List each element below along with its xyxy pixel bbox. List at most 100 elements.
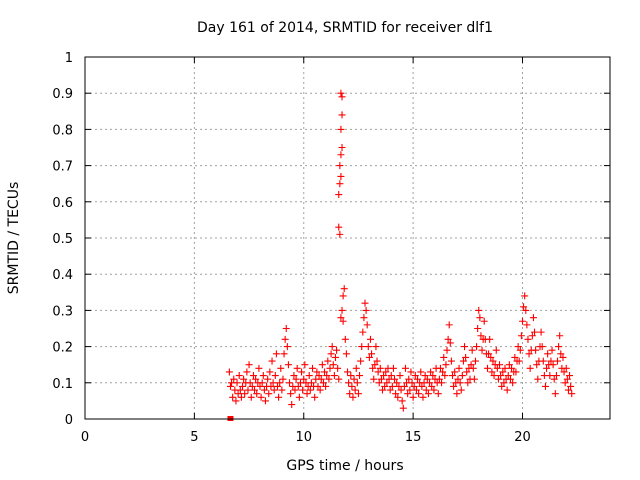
- data-point: [338, 144, 346, 151]
- data-point: [323, 372, 331, 380]
- data-point: [377, 375, 385, 383]
- data-point: [236, 386, 244, 394]
- data-point: [394, 393, 402, 401]
- data-point: [360, 314, 368, 322]
- data-point: [400, 382, 408, 390]
- data-point: [365, 353, 373, 361]
- x-tick-label: 0: [81, 430, 89, 445]
- data-point: [489, 357, 497, 365]
- data-point: [379, 386, 386, 394]
- data-point: [257, 393, 265, 401]
- data-point: [410, 382, 418, 390]
- data-point: [293, 364, 301, 372]
- data-point: [361, 299, 369, 307]
- data-point: [306, 386, 314, 394]
- data-point: [470, 375, 478, 383]
- data-point: [274, 382, 281, 390]
- data-point: [278, 386, 286, 394]
- data-point: [487, 353, 495, 361]
- data-point: [364, 343, 372, 351]
- data-point: [450, 382, 458, 390]
- data-point: [506, 375, 514, 383]
- data-point: [462, 353, 470, 361]
- data-point: [562, 364, 570, 372]
- data-point: [541, 382, 549, 390]
- data-point: [389, 364, 397, 372]
- data-point: [417, 368, 425, 376]
- data-point: [387, 372, 395, 380]
- data-point: [291, 386, 299, 394]
- data-point: [352, 364, 360, 372]
- data-point: [478, 346, 486, 354]
- data-point: [363, 321, 371, 329]
- data-points: [225, 89, 576, 421]
- data-point: [345, 379, 353, 387]
- data-point: [529, 314, 537, 322]
- data-point: [230, 375, 238, 383]
- data-point: [531, 328, 539, 336]
- data-point: [307, 379, 315, 387]
- data-point: [526, 364, 534, 372]
- data-point: [468, 346, 476, 354]
- data-point: [447, 357, 455, 365]
- data-point: [334, 364, 342, 372]
- data-point: [287, 390, 295, 398]
- data-point: [524, 335, 532, 343]
- y-tick-label: 0.6: [52, 196, 73, 211]
- data-point: [303, 390, 311, 398]
- data-point: [517, 332, 525, 340]
- data-point: [329, 361, 337, 369]
- data-point: [445, 321, 453, 329]
- data-point: [339, 317, 347, 325]
- data-point: [366, 335, 374, 343]
- data-point: [473, 343, 481, 351]
- grid-lines: [85, 57, 610, 419]
- data-point: [435, 375, 443, 383]
- data-point: [539, 357, 547, 365]
- data-point: [272, 350, 280, 358]
- data-point: [333, 346, 341, 354]
- data-point: [552, 372, 560, 380]
- data-point: [337, 125, 345, 133]
- data-point: [330, 372, 338, 380]
- tick-labels: 0 5 10 15 20 0 0.1 0.2 0.3 0.4 0.5 0.6 0.7 0.8 0.9 1: [52, 51, 530, 445]
- data-point: [380, 372, 388, 380]
- data-point: [283, 343, 291, 351]
- data-point: [406, 386, 414, 394]
- data-point: [474, 325, 482, 332]
- data-point: [423, 375, 431, 383]
- x-tick-label: 15: [405, 430, 422, 445]
- data-point: [339, 292, 347, 300]
- data-point: [441, 372, 449, 380]
- data-point: [244, 386, 252, 394]
- data-point: [388, 382, 396, 390]
- data-point: [259, 372, 267, 380]
- data-point: [477, 332, 485, 340]
- data-point: [292, 375, 300, 383]
- data-point: [261, 397, 269, 405]
- data-point: [280, 350, 288, 358]
- data-point: [453, 390, 461, 398]
- data-point: [464, 379, 472, 387]
- data-point: [248, 382, 256, 390]
- data-point: [335, 223, 343, 231]
- data-point: [266, 368, 274, 376]
- data-point: [235, 372, 243, 380]
- data-point: [396, 372, 404, 380]
- data-point: [256, 382, 264, 390]
- data-point: [353, 379, 361, 387]
- data-point: [301, 361, 309, 369]
- y-tick-label: 0.2: [52, 341, 73, 356]
- data-point: [405, 375, 413, 383]
- data-point: [461, 343, 469, 351]
- data-point: [249, 372, 257, 380]
- data-point: [383, 379, 391, 387]
- data-point: [446, 339, 454, 347]
- data-point: [251, 386, 259, 394]
- data-point: [260, 386, 268, 394]
- data-point: [359, 328, 367, 336]
- data-point: [245, 361, 253, 369]
- data-point: [397, 386, 405, 394]
- data-point: [559, 353, 567, 361]
- data-point: [427, 368, 435, 376]
